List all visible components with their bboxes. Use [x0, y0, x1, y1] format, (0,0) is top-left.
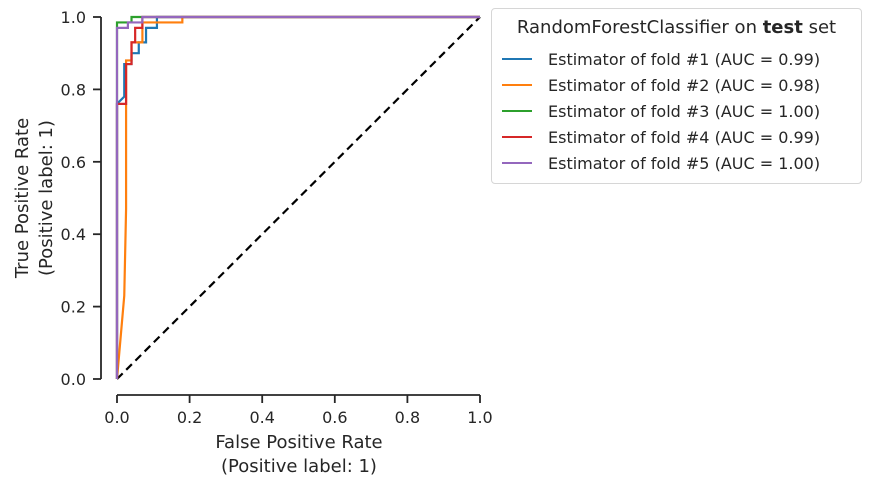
legend-label: Estimator of fold #2 (AUC = 0.98): [548, 75, 821, 95]
legend: RandomForestClassifier on test set Estim…: [491, 8, 862, 184]
y-tick-label: 1.0: [61, 8, 86, 27]
roc-curve-fold-4: [115, 15, 480, 379]
x-tick-label: 0.4: [249, 408, 274, 427]
legend-label: Estimator of fold #4 (AUC = 0.99): [548, 127, 821, 147]
x-axis-label-sub: (Positive label: 1): [221, 456, 377, 477]
roc-curve-fold-1: [115, 15, 480, 379]
y-axis-label-sub: (Positive label: 1): [36, 120, 57, 276]
legend-swatch: [502, 58, 532, 60]
legend-title-suffix: set: [802, 17, 837, 38]
y-axis-label: True Positive Rate: [12, 118, 33, 279]
x-tick-label: 0.8: [395, 408, 420, 427]
legend-swatch: [502, 136, 532, 138]
legend-title-prefix: RandomForestClassifier on: [516, 17, 763, 38]
x-tick-label: 0.0: [104, 408, 129, 427]
roc-curve-fold-5: [115, 15, 480, 379]
legend-entry-fold-1: Estimator of fold #1 (AUC = 0.99): [502, 46, 820, 72]
legend-label: Estimator of fold #5 (AUC = 1.00): [548, 153, 821, 173]
legend-entry-fold-4: Estimator of fold #4 (AUC = 0.99): [502, 124, 820, 150]
legend-entry-fold-2: Estimator of fold #2 (AUC = 0.98): [502, 72, 820, 98]
y-tick-label: 0.6: [61, 153, 86, 172]
y-tick-label: 0.2: [61, 298, 86, 317]
x-tick-label: 0.6: [322, 408, 347, 427]
x-tick-label: 0.2: [177, 408, 202, 427]
legend-entry-fold-3: Estimator of fold #3 (AUC = 1.00): [502, 98, 820, 124]
legend-swatch: [502, 110, 532, 112]
axes: 0.0 0.2 0.4 0.6 0.8 1.0 0.0 0.2 0.4 0.6 0.8 1.0: [61, 8, 493, 427]
legend-label: Estimator of fold #3 (AUC = 1.00): [548, 101, 821, 121]
legend-label: Estimator of fold #1 (AUC = 0.99): [548, 49, 821, 69]
legend-entry-fold-5: Estimator of fold #5 (AUC = 1.00): [502, 150, 820, 176]
chance-level-line: [116, 16, 481, 380]
x-axis-label: False Positive Rate: [215, 432, 382, 453]
legend-swatch: [502, 162, 532, 164]
y-tick-label: 0.8: [61, 80, 86, 99]
y-tick-label: 0.0: [61, 370, 86, 389]
legend-title-bold: test: [762, 17, 803, 38]
x-tick-label: 1.0: [467, 408, 492, 427]
legend-swatch: [502, 84, 532, 86]
legend-title: RandomForestClassifier on test set: [492, 17, 861, 38]
plot-lines: [115, 15, 481, 380]
y-tick-label: 0.4: [61, 225, 86, 244]
